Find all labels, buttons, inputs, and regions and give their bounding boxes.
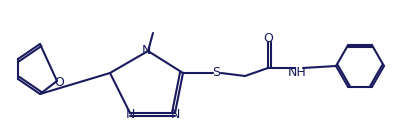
Text: O: O xyxy=(263,31,273,45)
Text: N: N xyxy=(125,108,135,121)
Text: N: N xyxy=(171,108,180,121)
Text: NH: NH xyxy=(288,66,306,78)
Text: S: S xyxy=(212,67,220,80)
Text: N: N xyxy=(141,45,151,58)
Text: O: O xyxy=(54,77,64,89)
